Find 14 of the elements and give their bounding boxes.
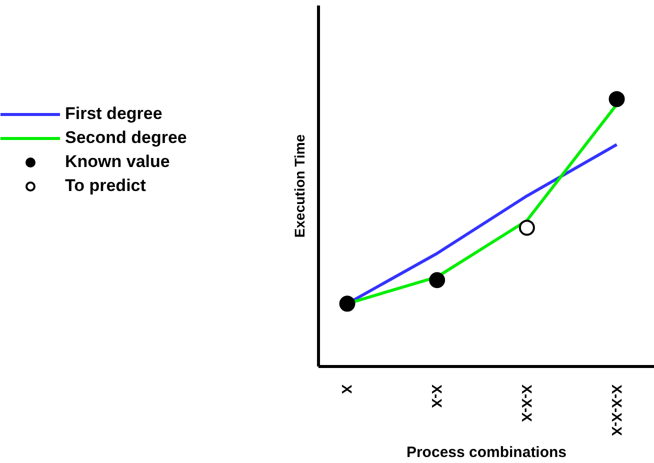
- y-axis-title: Execution Time: [292, 134, 308, 238]
- x-tick-label: X-X-X-X: [608, 384, 625, 436]
- point: [339, 296, 356, 312]
- x-tick-label: X-X-X: [518, 384, 535, 422]
- x-tick-label: X-X: [429, 384, 446, 408]
- x-tick-label: X: [339, 384, 356, 394]
- x-axis-title: Process combinations: [406, 444, 567, 461]
- point: [608, 91, 625, 108]
- legend-label: To predict: [65, 176, 146, 196]
- point: [429, 272, 446, 288]
- legend-label: Known value: [65, 152, 170, 172]
- point: [518, 220, 535, 236]
- legend-label: First degree: [65, 104, 162, 124]
- legend-label: Second degree: [65, 128, 187, 148]
